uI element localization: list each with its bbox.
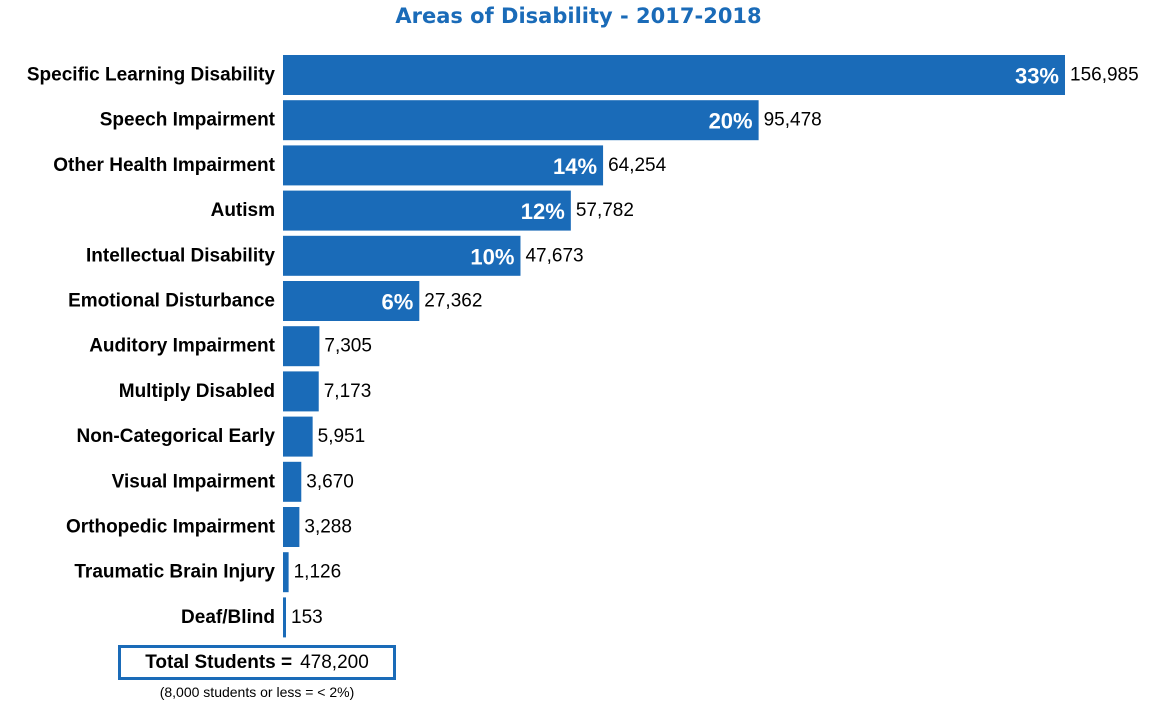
category-label: Emotional Disturbance bbox=[68, 291, 275, 312]
bar bbox=[283, 326, 320, 367]
value-label: 5,951 bbox=[318, 426, 366, 447]
bar bbox=[283, 145, 604, 186]
percent-label: 6% bbox=[382, 290, 414, 315]
bar bbox=[283, 235, 521, 276]
percent-label: 10% bbox=[470, 244, 514, 269]
category-label: Specific Learning Disability bbox=[27, 65, 276, 86]
category-label: Multiply Disabled bbox=[119, 381, 275, 402]
bar bbox=[283, 461, 302, 502]
bar bbox=[283, 100, 759, 141]
value-label: 3,288 bbox=[304, 517, 352, 538]
total-students-value: 478,200 bbox=[300, 651, 369, 673]
category-label: Non-Categorical Early bbox=[77, 426, 276, 447]
value-label: 7,173 bbox=[324, 381, 372, 402]
category-label: Intellectual Disability bbox=[86, 245, 275, 266]
bar bbox=[283, 55, 1065, 95]
category-label: Auditory Impairment bbox=[89, 336, 275, 357]
total-students-label: Total Students = bbox=[145, 651, 293, 673]
bar bbox=[283, 416, 313, 457]
category-label: Orthopedic Impairment bbox=[66, 517, 276, 538]
value-label: 156,985 bbox=[1070, 65, 1139, 86]
value-label: 57,782 bbox=[576, 200, 634, 221]
value-label: 3,670 bbox=[306, 471, 354, 492]
footnote: (8,000 students or less = < 2%) bbox=[159, 684, 355, 700]
value-label: 1,126 bbox=[294, 562, 342, 583]
chart-title: Areas of Disability - 2017-2018 bbox=[395, 4, 762, 28]
percent-label: 20% bbox=[709, 109, 753, 134]
percent-label: 12% bbox=[521, 199, 565, 224]
category-label: Speech Impairment bbox=[100, 110, 276, 131]
value-label: 153 bbox=[291, 607, 323, 628]
bar bbox=[283, 552, 289, 593]
category-label: Other Health Impairment bbox=[53, 155, 275, 176]
category-label: Autism bbox=[211, 200, 275, 221]
bar-chart: Specific Learning Disability 33% 156,985 Sp… bbox=[27, 55, 1139, 638]
total-students-box: Total Students = 478,200 bbox=[118, 645, 396, 680]
value-label: 95,478 bbox=[764, 110, 822, 131]
category-label: Traumatic Brain Injury bbox=[74, 562, 275, 583]
percent-label: 14% bbox=[553, 154, 597, 179]
percent-label: 33% bbox=[1015, 64, 1059, 89]
value-label: 7,305 bbox=[324, 336, 372, 357]
bar bbox=[283, 281, 420, 321]
category-label: Deaf/Blind bbox=[181, 607, 275, 628]
bar bbox=[283, 597, 286, 638]
bar bbox=[283, 190, 571, 231]
value-label: 64,254 bbox=[608, 155, 667, 176]
bar bbox=[283, 507, 300, 547]
bar bbox=[283, 371, 319, 412]
value-label: 47,673 bbox=[525, 245, 583, 266]
category-label: Visual Impairment bbox=[112, 471, 276, 492]
value-label: 27,362 bbox=[424, 291, 482, 312]
